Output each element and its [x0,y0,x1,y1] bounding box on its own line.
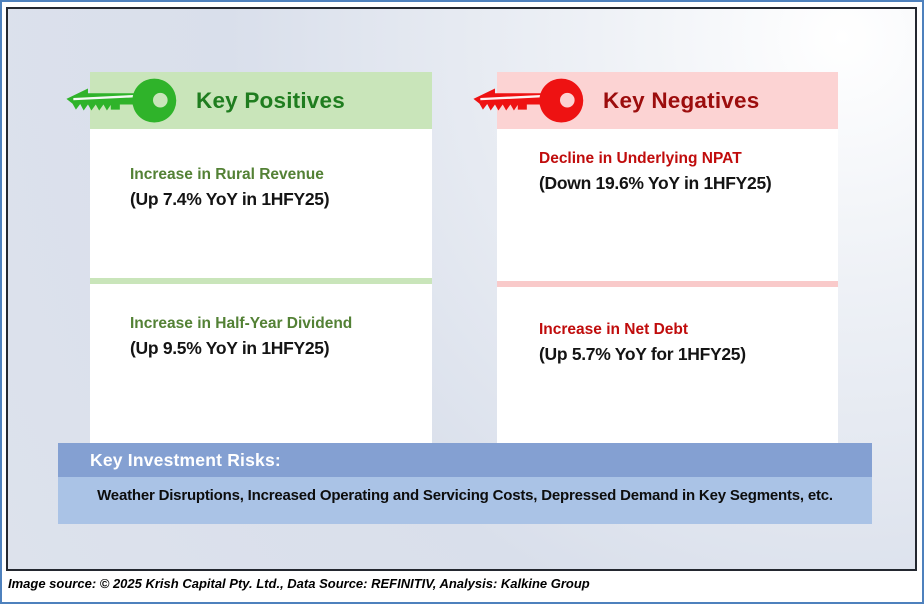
negative-item-1-title: Decline in Underlying NPAT [539,150,742,167]
positive-item-2: Increase in Half-Year Dividend (Up 9.5% … [90,284,432,443]
positive-item-1-title: Increase in Rural Revenue [130,166,324,183]
positive-item-1-detail: (Up 7.4% YoY in 1HFY25) [130,189,330,210]
positives-header: Key Positives [66,72,432,129]
main-panel: Key Positives Increase in Rural Revenue … [6,7,917,571]
key-icon-red [473,78,584,123]
positive-item-1: Increase in Rural Revenue (Up 7.4% YoY i… [90,129,432,278]
negative-item-2-detail: (Up 5.7% YoY for 1HFY25) [539,344,746,365]
positives-title: Key Positives [196,87,345,113]
positives-card: Increase in Rural Revenue (Up 7.4% YoY i… [90,129,432,443]
negative-item-1: Decline in Underlying NPAT (Down 19.6% Y… [497,129,838,281]
positive-item-2-detail: (Up 9.5% YoY in 1HFY25) [130,338,330,359]
positive-item-2-title: Increase in Half-Year Dividend [130,315,353,332]
negatives-divider [497,281,838,287]
risks-header: Key Investment Risks: [58,443,872,477]
negatives-title: Key Negatives [603,87,760,113]
positives-divider [90,278,432,284]
risks-body-text: Weather Disruptions, Increased Operating… [97,487,833,504]
negatives-card: Decline in Underlying NPAT (Down 19.6% Y… [497,129,838,443]
negative-item-2: Increase in Net Debt (Up 5.7% YoY for 1H… [497,287,838,443]
negatives-header: Key Negatives [473,72,838,129]
negative-item-2-title: Increase in Net Debt [539,321,689,338]
key-icon-green [66,78,177,123]
footer-source: Image source: © 2025 Krish Capital Pty. … [8,576,590,591]
negative-item-1-detail: (Down 19.6% YoY in 1HFY25) [539,173,772,194]
risks-body: Weather Disruptions, Increased Operating… [58,477,872,524]
